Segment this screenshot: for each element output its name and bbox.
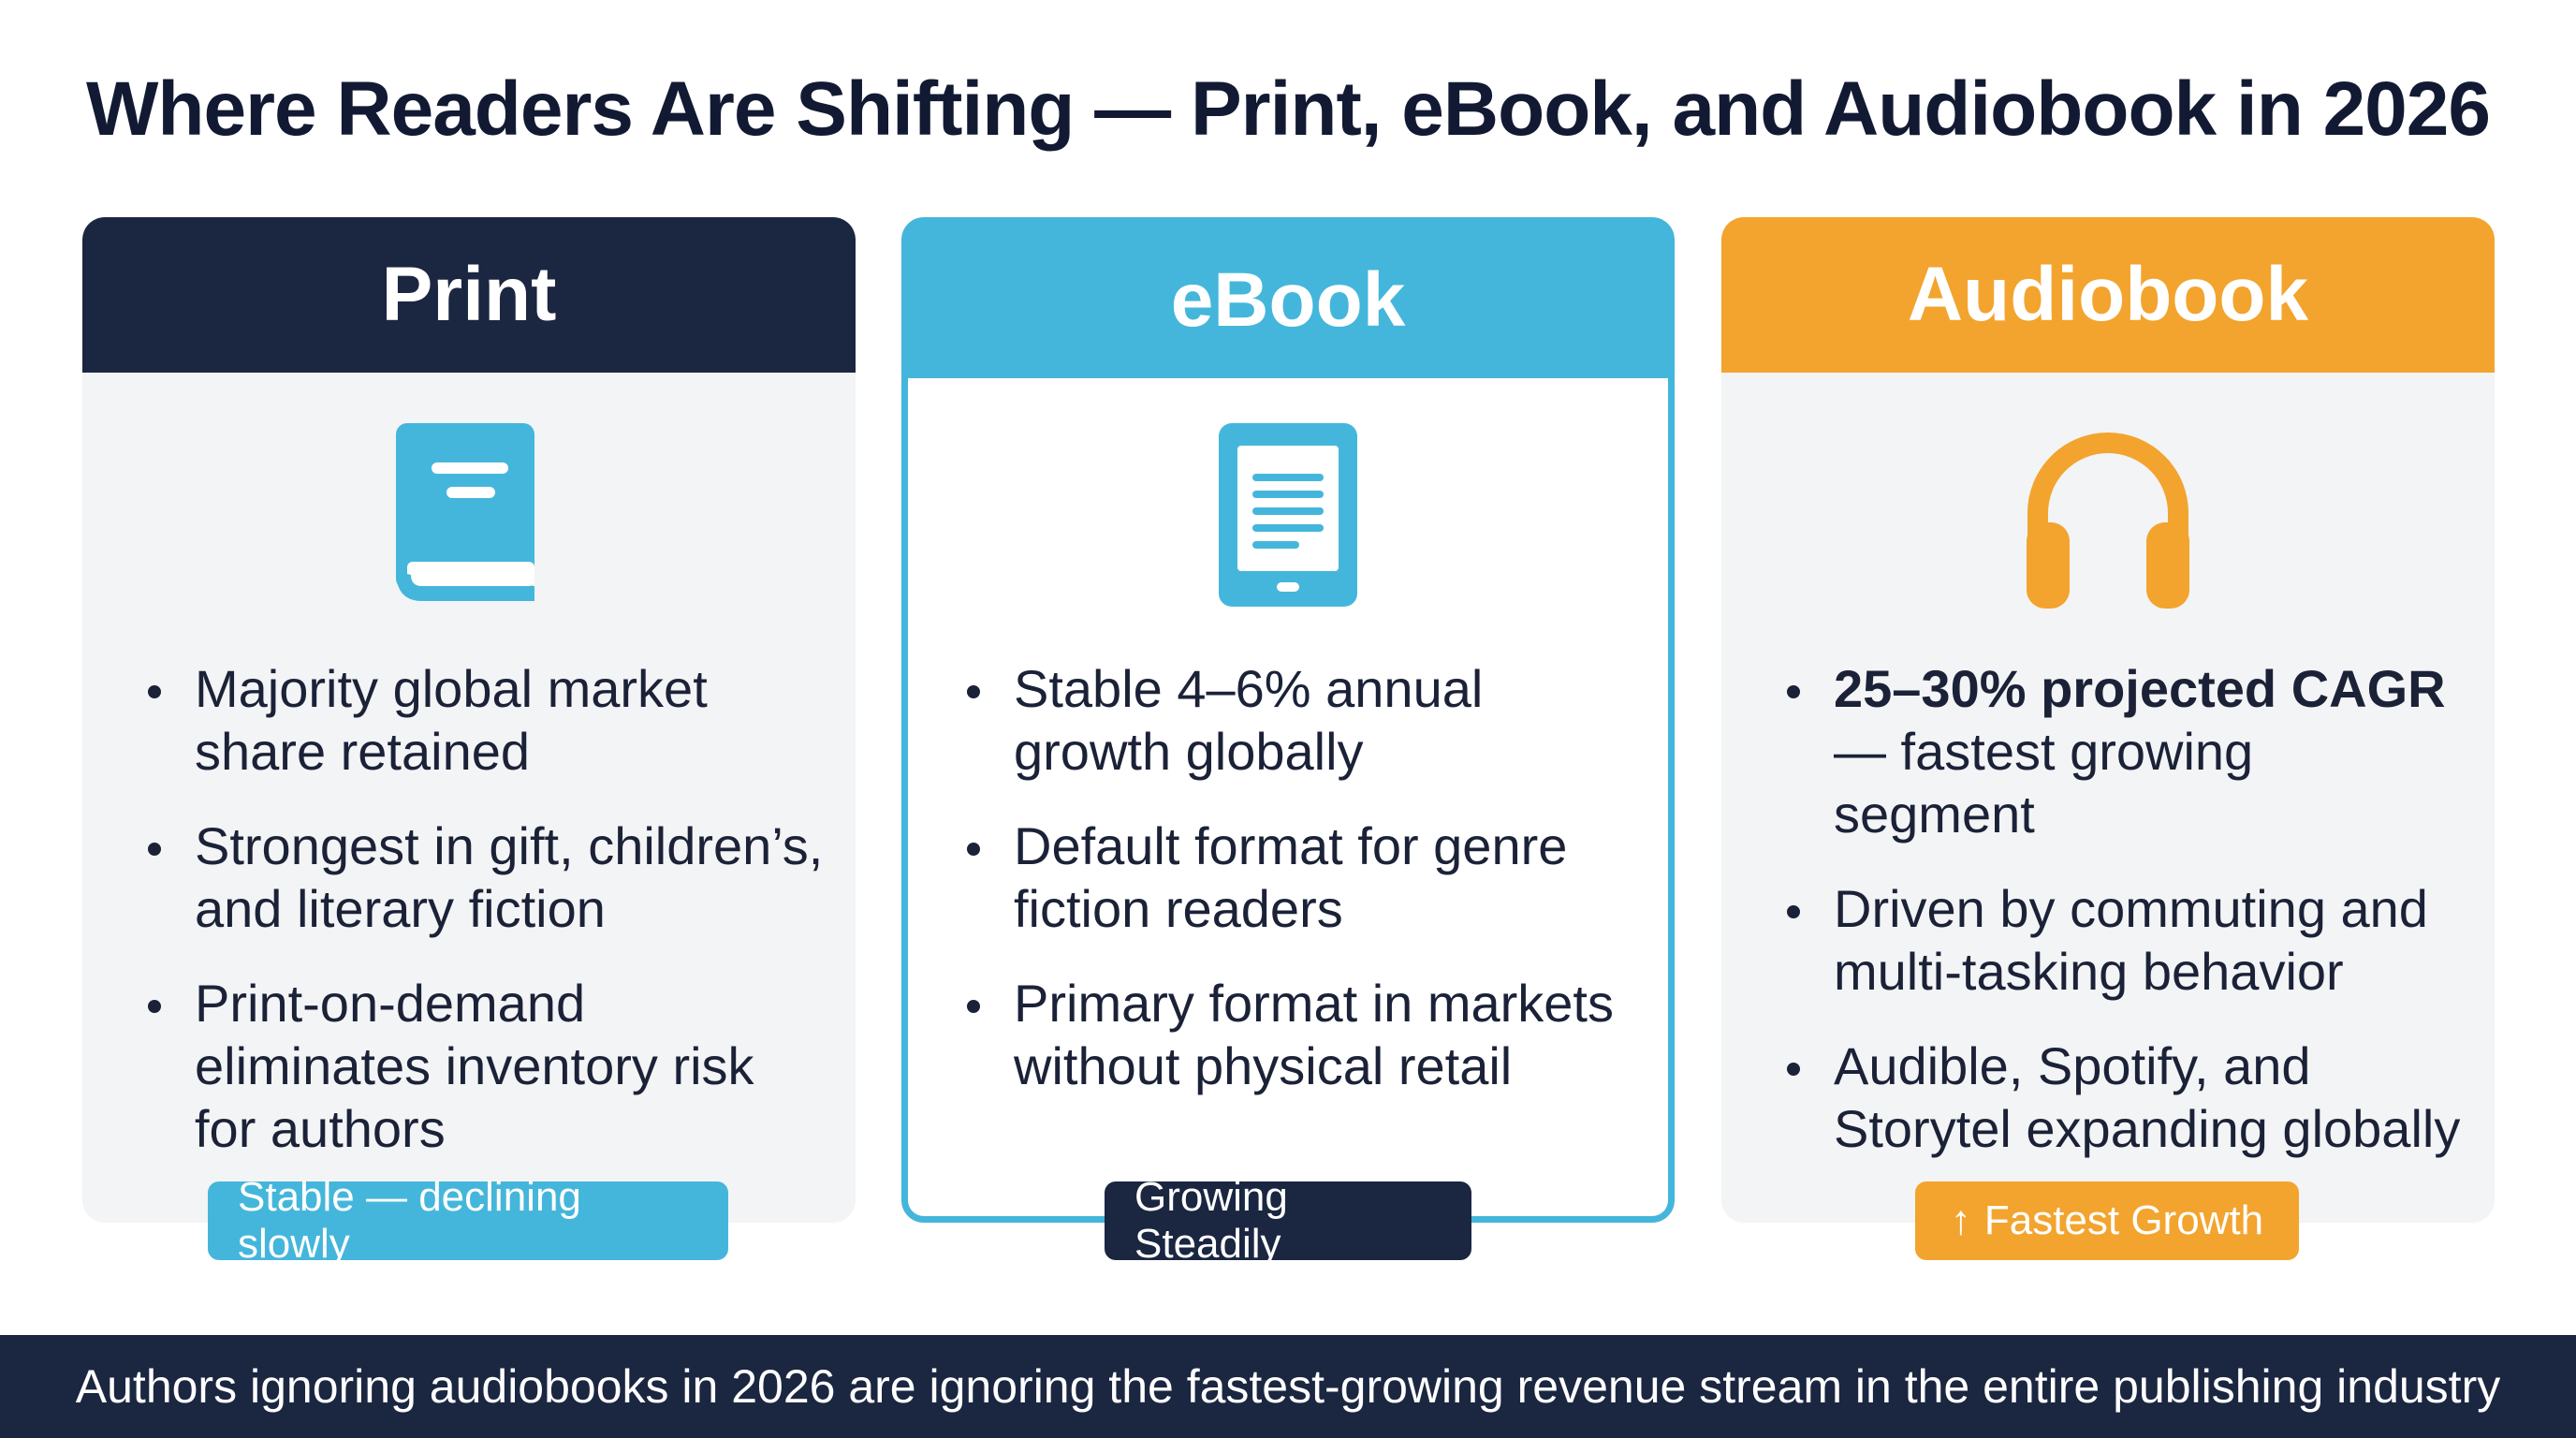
cagr-rest: — fastest growing segment [1834, 722, 2254, 844]
audiobook-bullet-list: 25–30% projected CAGR — fastest growing … [1787, 657, 2466, 1192]
page-title: Where Readers Are Shifting — Print, eBoo… [85, 66, 2491, 152]
cagr-highlight: 25–30% projected CAGR [1834, 659, 2446, 718]
print-bullet-list: Majority global market share retained St… [148, 657, 827, 1192]
footer-text: Authors ignoring audiobooks in 2026 are … [75, 1360, 2501, 1413]
print-card: Print Majority global market share retai… [82, 217, 856, 1223]
list-item: Stable 4–6% annual growth globally [967, 657, 1640, 783]
list-item: Primary format in markets without physic… [967, 972, 1640, 1097]
ebook-card: eBook Stable 4–6% annual growth globally… [901, 217, 1675, 1223]
list-item: Majority global market share retained [148, 657, 827, 783]
ebook-status-badge: Growing Steadily [1105, 1174, 1471, 1267]
footer-banner: Authors ignoring audiobooks in 2026 are … [0, 1335, 2576, 1438]
audiobook-card: Audiobook 25–30% projected CAGR — fastes… [1721, 217, 2495, 1223]
list-item: Default format for genre fiction readers [967, 814, 1640, 940]
book-icon [396, 423, 534, 601]
audiobook-card-heading: Audiobook [1721, 217, 2495, 373]
print-card-heading: Print [82, 217, 856, 373]
ebook-card-heading: eBook [907, 223, 1669, 378]
list-item: Driven by commuting and multi-tasking be… [1787, 877, 2466, 1003]
ebook-status-label: Growing Steadily [1134, 1174, 1288, 1267]
ebook-bullet-list: Stable 4–6% annual growth globally Defau… [967, 657, 1640, 1129]
list-item: 25–30% projected CAGR — fastest growing … [1787, 657, 2466, 845]
print-status-badge: Stable — declining slowly [208, 1174, 728, 1267]
list-item: Audible, Spotify, and Storytel expanding… [1787, 1034, 2466, 1160]
headphones-icon [2027, 433, 2189, 609]
list-item: Strongest in gift, children’s, and liter… [148, 814, 827, 940]
print-status-label: Stable — declining slowly [238, 1174, 581, 1267]
audiobook-status-badge: ↑ Fastest Growth [1915, 1181, 2299, 1260]
ereader-icon [1219, 423, 1357, 607]
audiobook-status-label: Fastest Growth [1983, 1197, 2264, 1243]
arrow-up-icon: ↑ [1950, 1197, 1971, 1243]
list-item: Print-on-demand eliminates inventory ris… [148, 972, 827, 1160]
